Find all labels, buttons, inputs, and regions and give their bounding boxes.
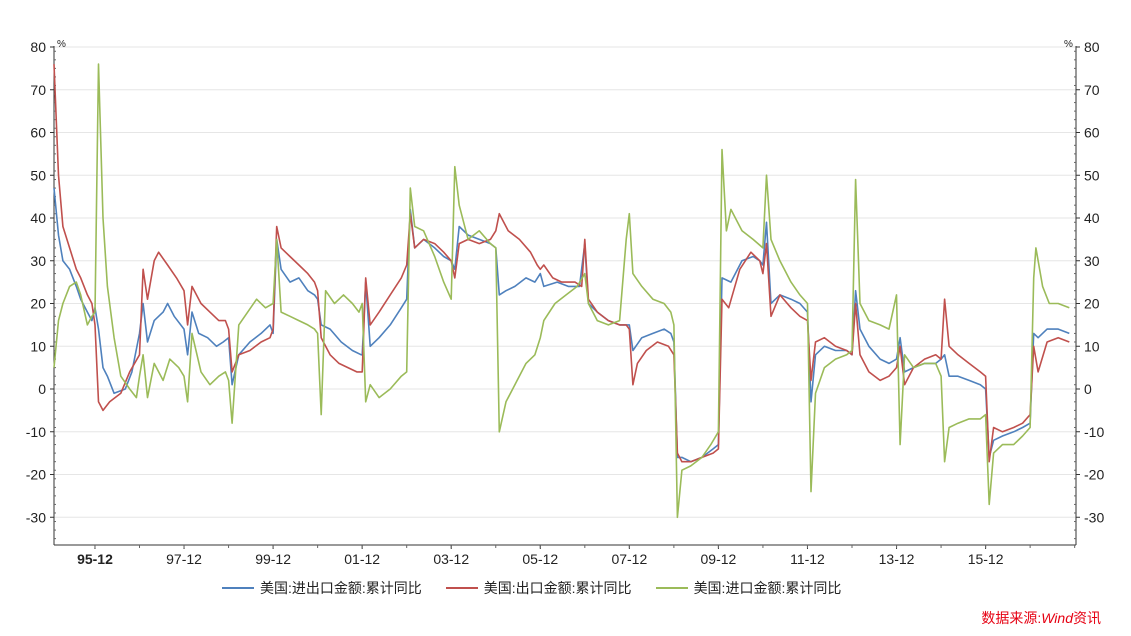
x-tick-label: 15-12	[968, 551, 1004, 567]
x-tick-label: 09-12	[701, 551, 737, 567]
y-tick-label-right: -10	[1084, 424, 1104, 440]
x-tick-label: 13-12	[879, 551, 915, 567]
series-line-0	[53, 188, 1070, 463]
y-tick-label-right: 50	[1084, 167, 1100, 183]
source-brand: Wind	[1041, 610, 1073, 626]
series-line-2	[53, 63, 1070, 519]
y-tick-label-left: 20	[30, 296, 46, 312]
y-tick-label-right: 20	[1084, 296, 1100, 312]
y-tick-label-right: 80	[1084, 39, 1100, 55]
source-note: 数据来源:Wind资讯	[981, 608, 1101, 628]
y-tick-label-right: 30	[1084, 253, 1100, 269]
legend-item-export: 美国:出口金额:累计同比	[445, 578, 632, 598]
y-tick-label-left: 70	[30, 82, 46, 98]
grid-lines	[54, 46, 1076, 518]
x-tick-label: 07-12	[611, 551, 647, 567]
y-tick-label-left: -10	[26, 424, 46, 440]
legend-label-export: 美国:出口金额:累计同比	[483, 580, 632, 596]
y-axis-left: 80 70 60 50 40 30 20 10 0 -10 -20 -30	[26, 39, 56, 540]
y-tick-label-right: 40	[1084, 210, 1100, 226]
legend-swatch-export	[445, 587, 478, 589]
y-tick-label-right: 10	[1084, 338, 1100, 354]
y-axis-right: 80 70 60 50 40 30 20 10 0 -10 -20 -30	[1074, 39, 1104, 540]
x-tick-label: 05-12	[522, 551, 558, 567]
y-tick-label-right: 60	[1084, 125, 1100, 141]
y-tick-label-left: 40	[30, 210, 46, 226]
y-tick-label-left: 80	[30, 39, 46, 55]
x-tick-label: 03-12	[433, 551, 469, 567]
y-tick-label-right: -20	[1084, 467, 1104, 483]
y-tick-label-left: 50	[30, 167, 46, 183]
series-lines	[53, 63, 1070, 519]
line-chart: 80 70 60 50 40 30 20 10 0 -10 -20 -30 80 70 60 50 40 30 2…	[26, 39, 1105, 567]
y-tick-label-left: 10	[30, 338, 46, 354]
legend: 美国:进出口金额:累计同比 美国:出口金额:累计同比 美国:进口金额:累计同比	[222, 578, 841, 598]
x-tick-label: 99-12	[255, 551, 291, 567]
y-tick-label-left: 30	[30, 253, 46, 269]
series-line-1	[53, 64, 1070, 463]
y-tick-label-left: -20	[26, 467, 46, 483]
legend-label-total: 美国:进出口金额:累计同比	[260, 580, 422, 596]
legend-swatch-import	[655, 587, 688, 589]
source-suffix: 资讯	[1073, 610, 1101, 626]
x-tick-label: 11-12	[790, 551, 825, 567]
x-tick-label: 01-12	[344, 551, 380, 567]
y-tick-label-right: -30	[1084, 509, 1104, 525]
x-tick-label: 95-12	[77, 551, 113, 567]
legend-item-import: 美国:进口金额:累计同比	[655, 578, 842, 598]
legend-swatch-total	[222, 587, 254, 589]
source-prefix: 数据来源:	[981, 610, 1042, 626]
y-tick-label-left: -30	[26, 509, 46, 525]
y-tick-label-right: 70	[1084, 82, 1100, 98]
left-unit-label: %	[57, 39, 66, 50]
right-unit-label: %	[1064, 39, 1073, 50]
y-tick-label-left: 60	[30, 125, 46, 141]
y-tick-label-right: 0	[1084, 381, 1092, 397]
y-tick-label-left: 0	[38, 381, 46, 397]
legend-item-total: 美国:进出口金额:累计同比	[222, 578, 422, 598]
x-tick-label: 97-12	[166, 551, 202, 567]
x-axis: 95-12 97-12 99-12 01-12 03-12 05-12 07-12 09-12…	[77, 545, 1076, 567]
legend-label-import: 美国:进口金额:累计同比	[693, 580, 842, 596]
